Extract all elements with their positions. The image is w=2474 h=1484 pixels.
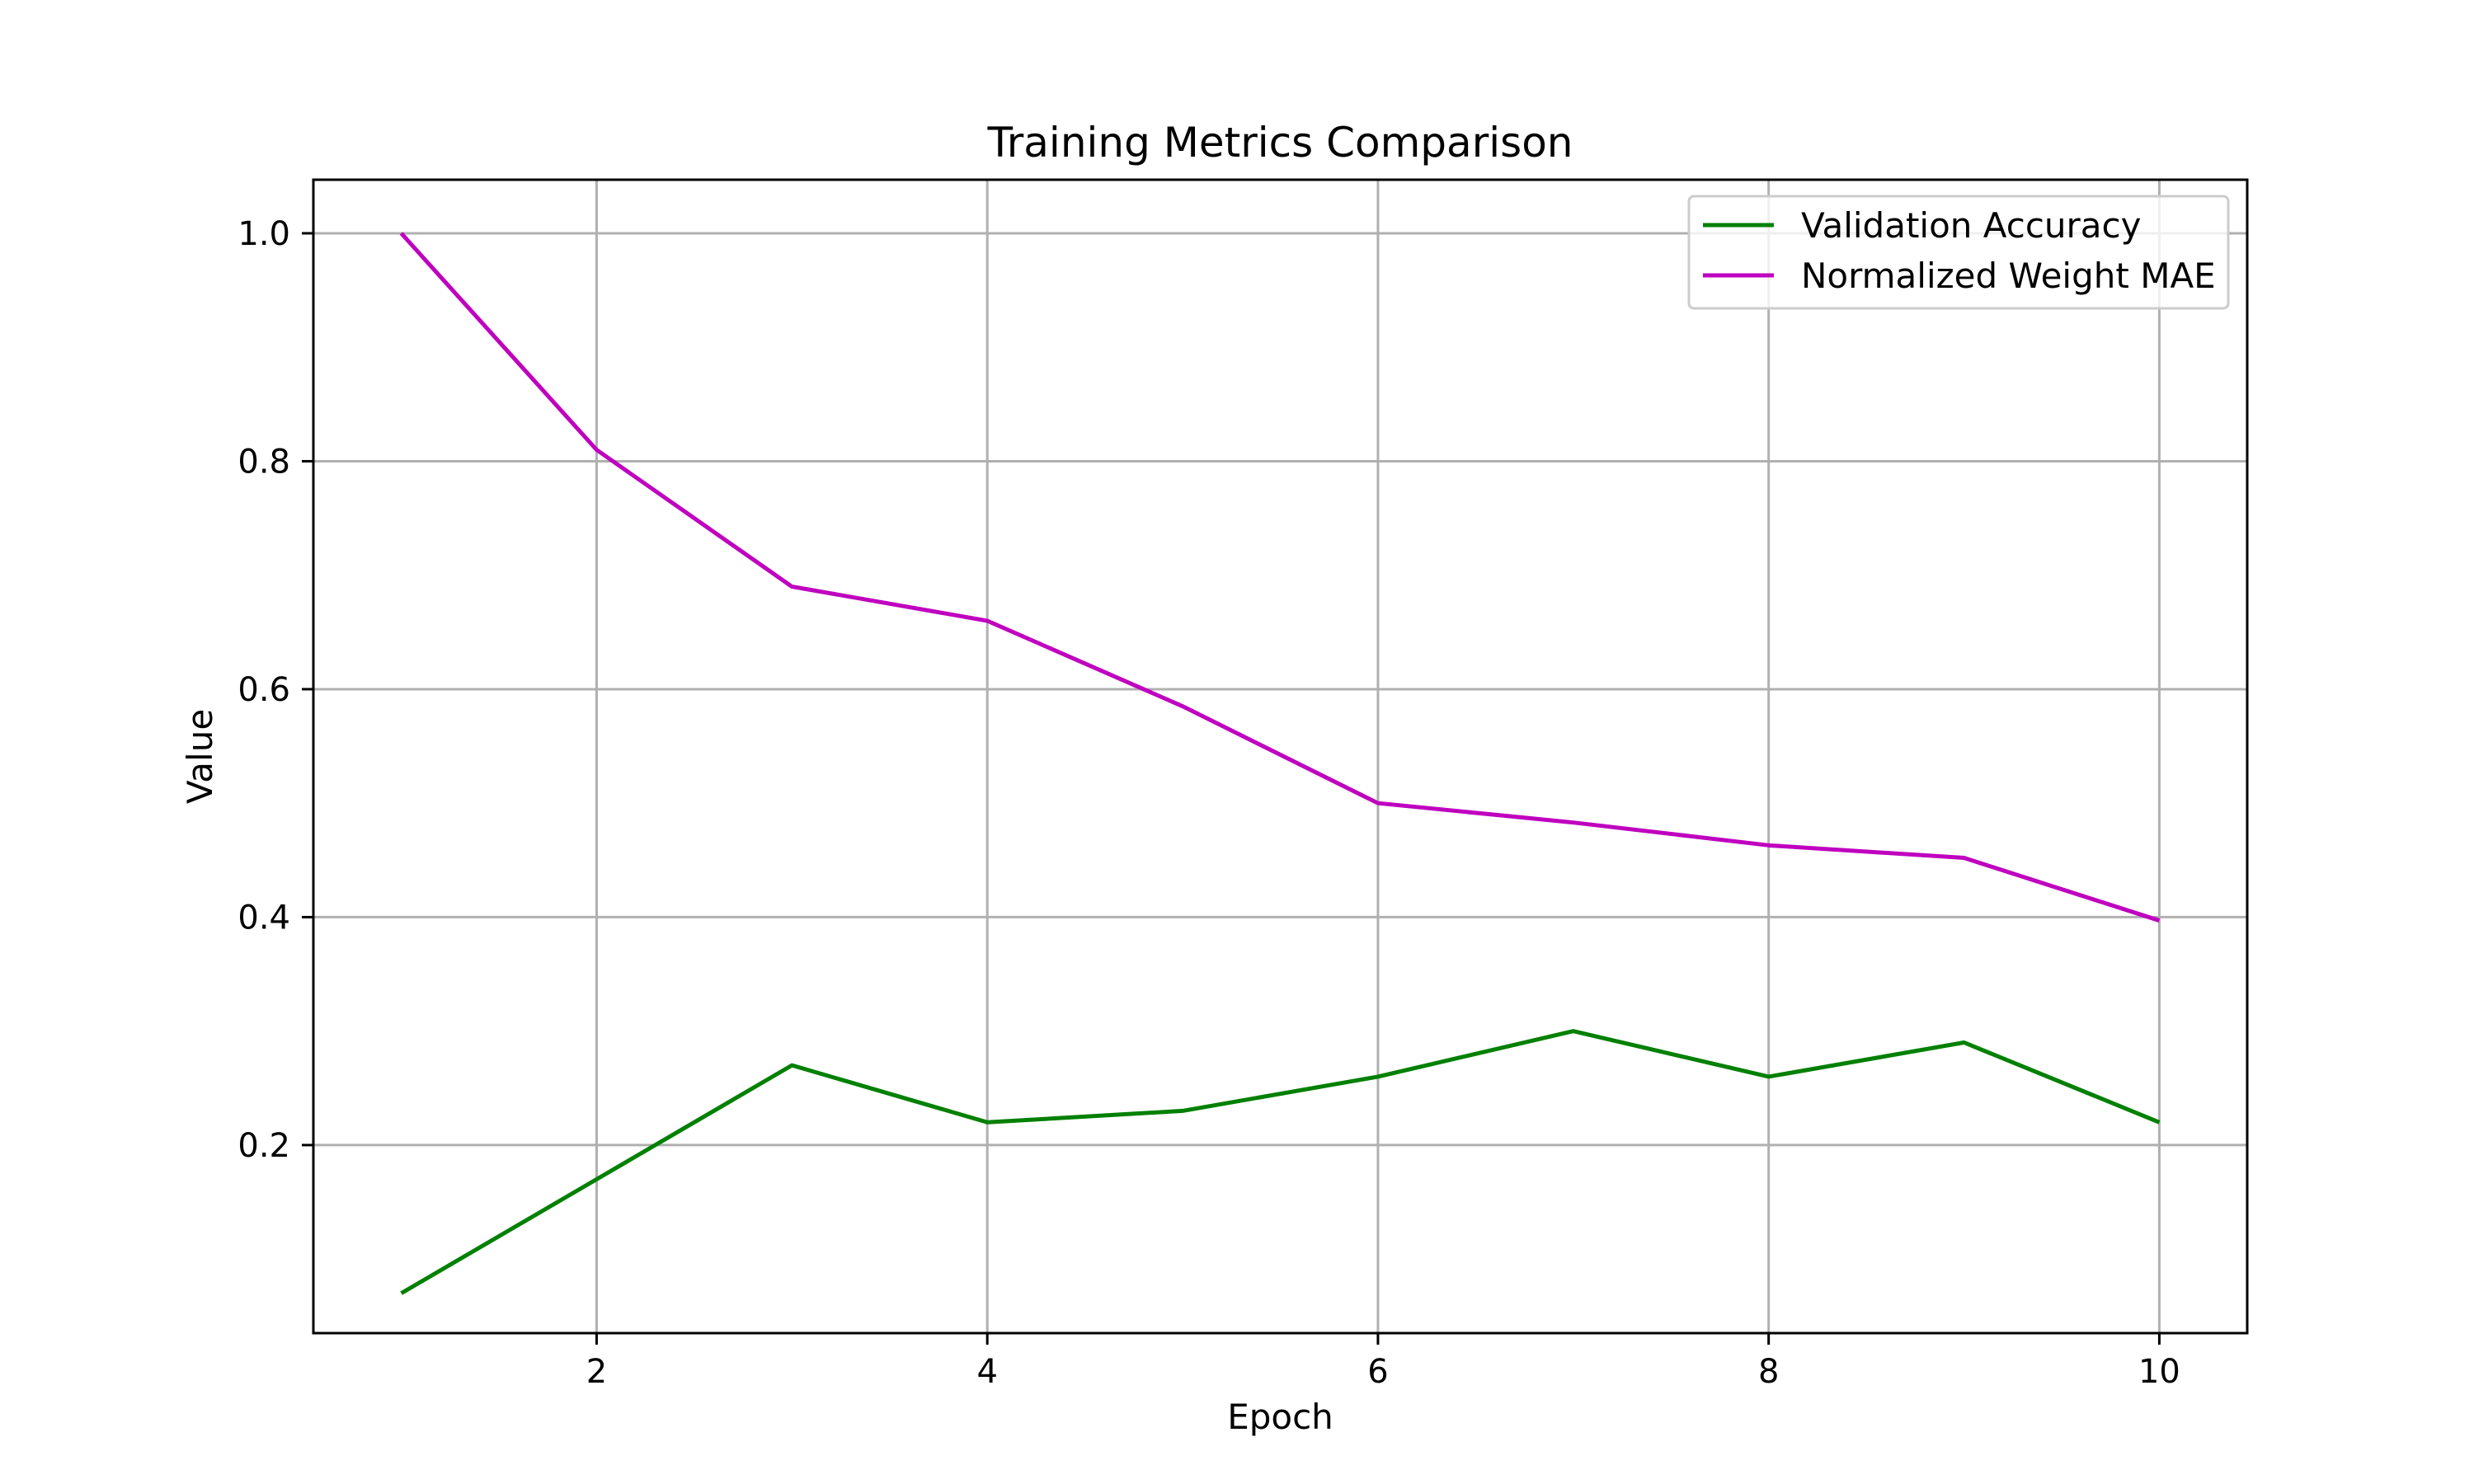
y-tick-label: 0.8 <box>238 443 290 481</box>
legend: Validation Accuracy Normalized Weight MAE <box>1687 195 2230 310</box>
x-tick-label: 4 <box>976 1353 997 1391</box>
x-tick-label: 2 <box>586 1353 607 1391</box>
x-axis-label: Epoch <box>1227 1397 1333 1437</box>
axis-ticks: 2 4 6 8 10 0.2 0.4 0.6 0.8 1.0 <box>238 215 2180 1391</box>
y-tick-label: 0.4 <box>238 899 290 937</box>
legend-box <box>1687 195 2230 310</box>
y-axis-label: Value <box>180 709 220 804</box>
y-tick-label: 0.6 <box>238 671 290 709</box>
x-tick-label: 6 <box>1367 1353 1388 1391</box>
series-line-normalized-weight-mae <box>399 232 2161 923</box>
series-lines <box>399 232 2161 1295</box>
legend-label: Normalized Weight MAE <box>1801 256 2216 296</box>
legend-label: Validation Accuracy <box>1801 205 2142 246</box>
chart-title: Training Metrics Comparison <box>987 119 1573 167</box>
plot-frame <box>312 178 2249 1335</box>
y-tick-label: 0.2 <box>238 1127 290 1165</box>
x-tick-label: 10 <box>2138 1353 2180 1391</box>
y-tick-label: 1.0 <box>238 215 290 253</box>
x-tick-label: 8 <box>1758 1353 1779 1391</box>
series-line-validation-accuracy <box>400 1029 2161 1295</box>
